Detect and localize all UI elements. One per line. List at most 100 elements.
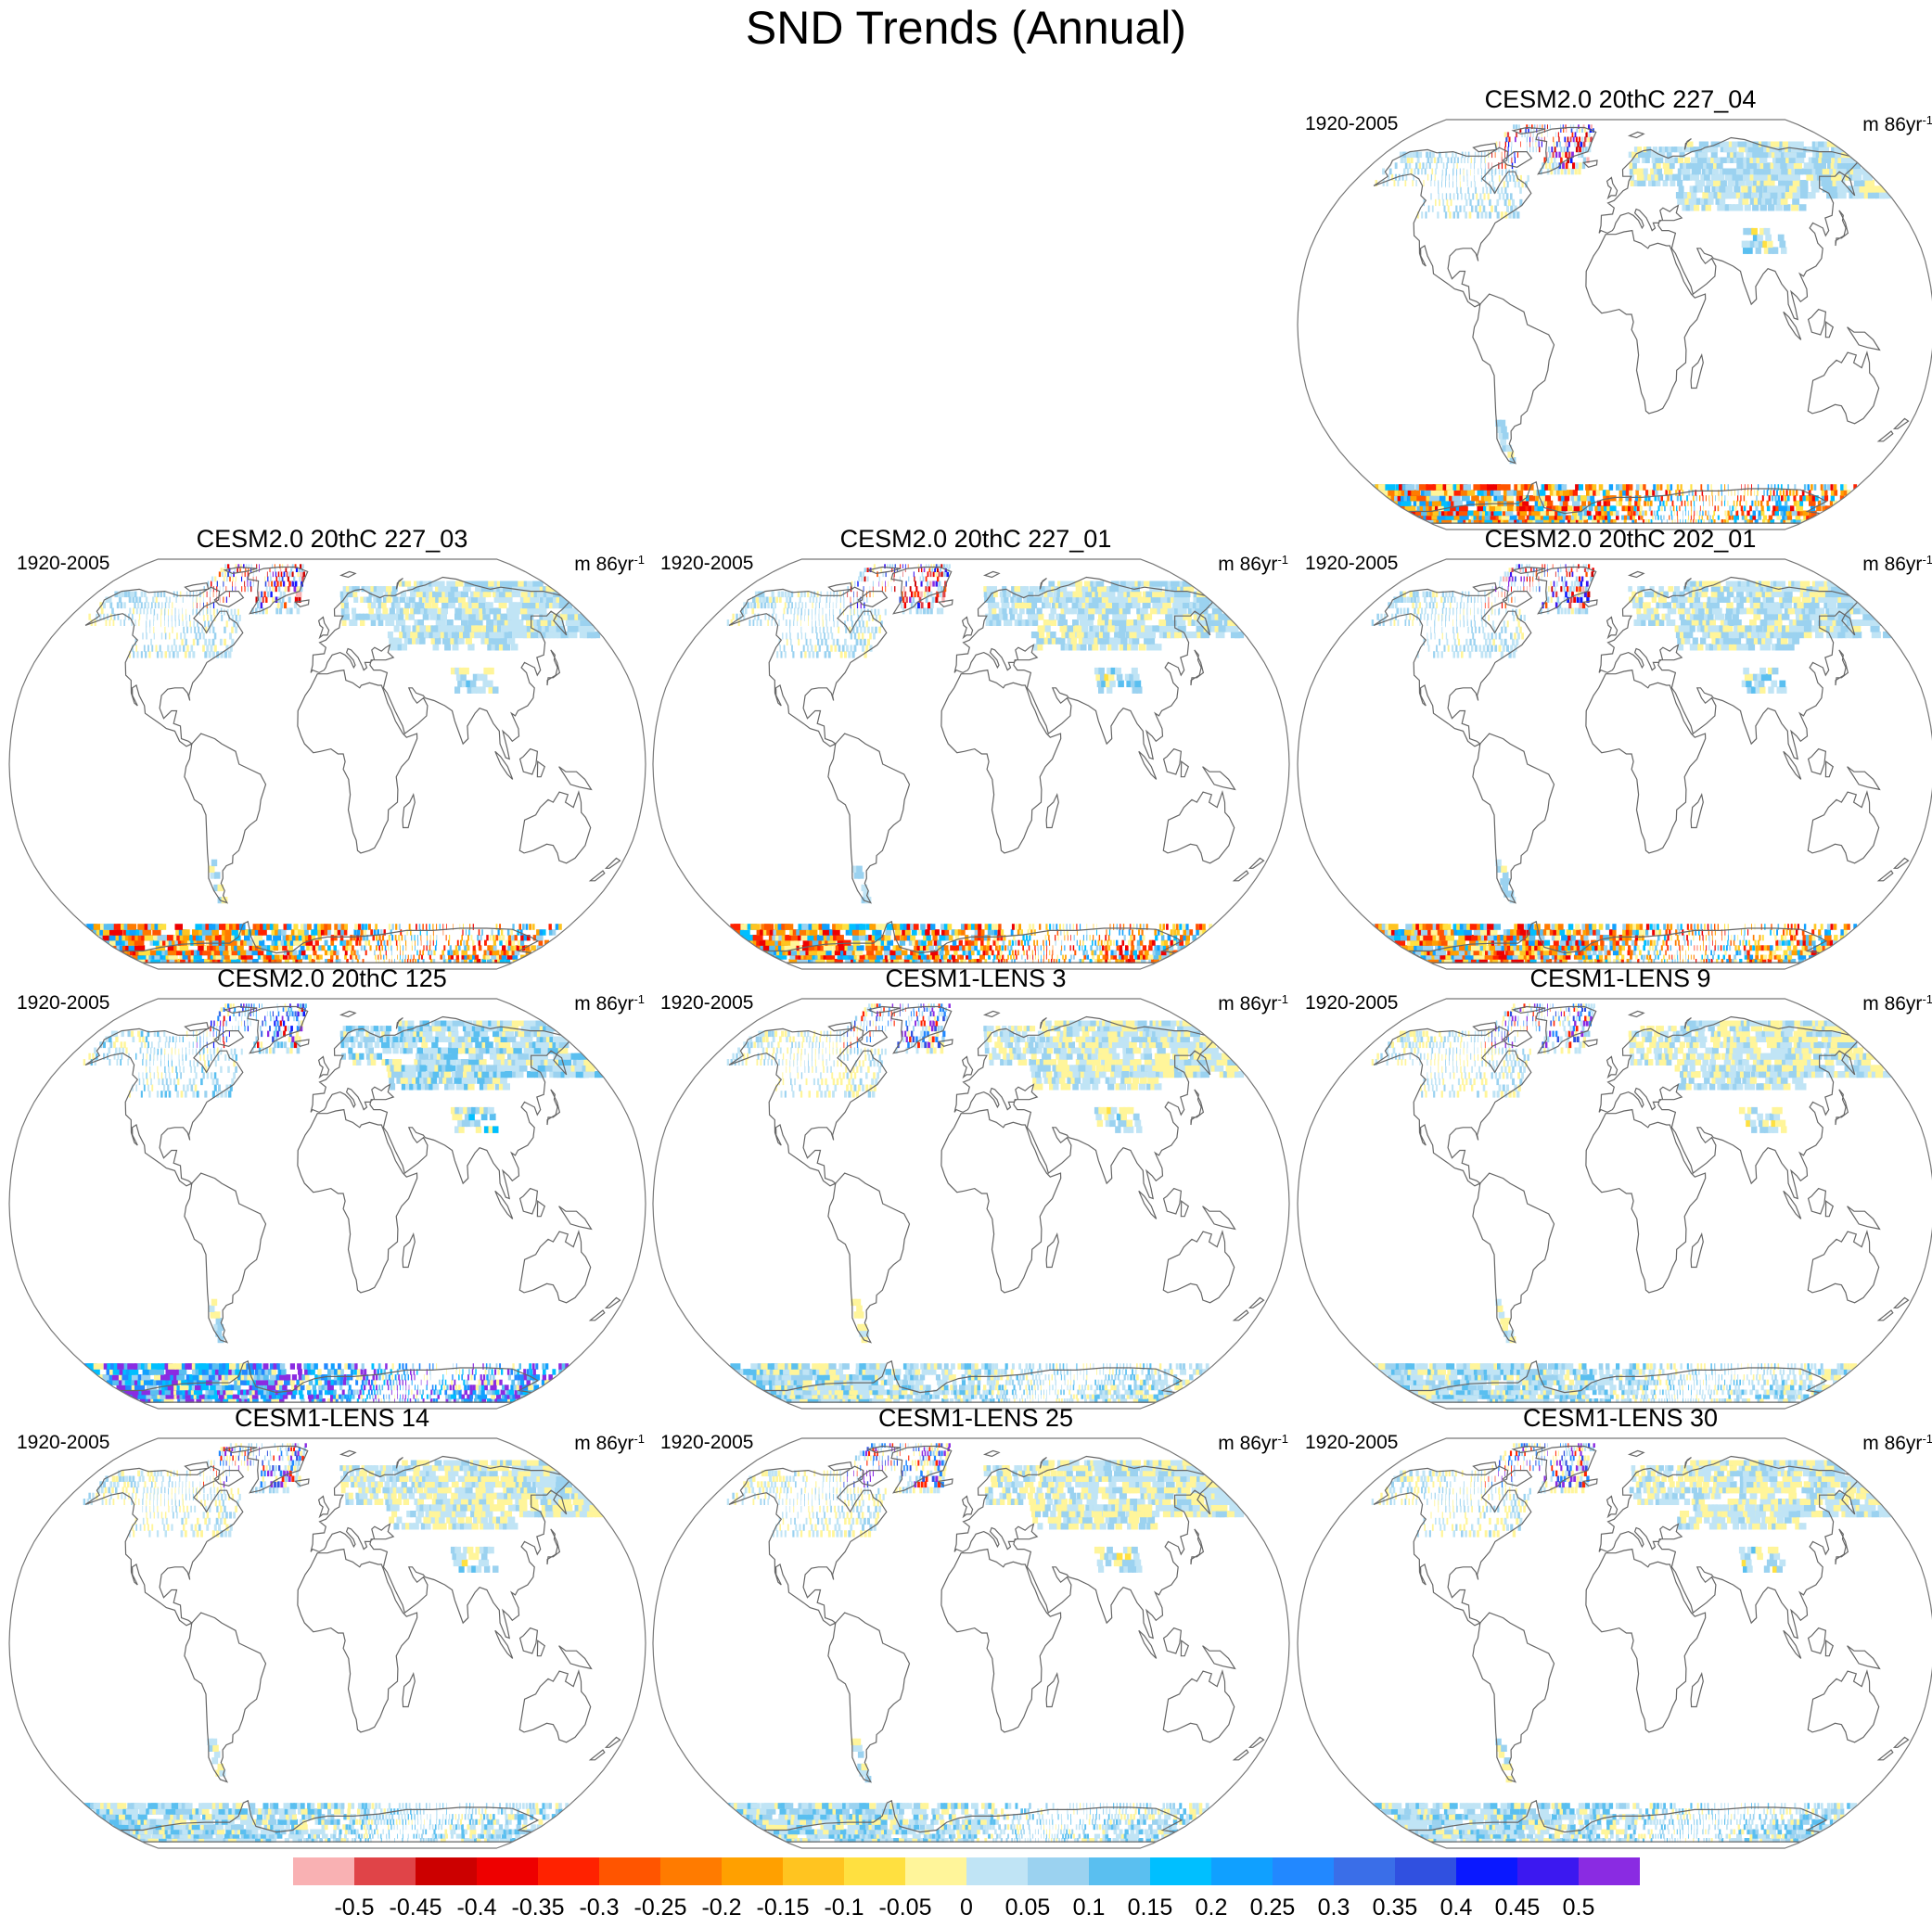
trend-cell bbox=[1118, 680, 1124, 688]
trend-cell bbox=[425, 632, 432, 639]
trend-cell bbox=[1632, 515, 1635, 520]
trend-cell bbox=[498, 591, 508, 598]
trend-cell bbox=[1661, 147, 1668, 153]
trend-cell bbox=[386, 954, 388, 960]
trend-cell bbox=[1676, 484, 1680, 491]
trend-cell bbox=[226, 576, 228, 582]
trend-cell bbox=[1098, 602, 1107, 609]
trend-cell bbox=[1642, 510, 1644, 517]
trend-cell bbox=[1180, 591, 1191, 598]
trend-cell bbox=[185, 950, 195, 956]
trend-cell bbox=[432, 959, 436, 964]
trend-cell bbox=[400, 591, 407, 598]
trend-cell bbox=[1080, 632, 1087, 639]
trend-cell bbox=[1823, 173, 1834, 181]
trend-cell bbox=[1767, 204, 1775, 211]
trend-cell bbox=[1717, 204, 1723, 211]
trend-cell bbox=[1015, 602, 1020, 609]
trend-cell bbox=[1656, 510, 1658, 517]
trend-cell bbox=[1466, 490, 1476, 496]
trend-cell bbox=[1577, 495, 1582, 502]
trend-cell bbox=[168, 620, 169, 628]
trend-cell bbox=[1069, 954, 1072, 960]
trend-cell bbox=[1586, 157, 1590, 163]
trend-cell bbox=[1061, 632, 1068, 639]
trend-cell bbox=[1824, 490, 1828, 496]
trend-cell bbox=[1173, 596, 1184, 603]
trend-cell bbox=[1107, 667, 1113, 675]
trend-cell bbox=[469, 680, 477, 688]
trend-cell bbox=[1096, 959, 1101, 964]
trend-cell bbox=[951, 929, 956, 936]
trend-cell bbox=[1185, 935, 1190, 941]
trend-cell bbox=[1609, 510, 1614, 517]
trend-cell bbox=[945, 564, 948, 568]
trend-cell bbox=[760, 602, 763, 609]
trend-cell bbox=[739, 929, 750, 936]
trend-cell bbox=[548, 929, 553, 936]
trend-cell bbox=[1561, 495, 1567, 502]
trend-cell bbox=[1471, 495, 1479, 502]
trend-cell bbox=[901, 602, 903, 609]
trend-cell bbox=[1495, 419, 1502, 428]
trend-cell bbox=[847, 591, 849, 598]
trend-cell bbox=[1070, 637, 1078, 644]
trend-cell bbox=[1024, 602, 1030, 609]
trend-cell bbox=[160, 935, 170, 941]
trend-cell bbox=[501, 929, 504, 936]
trend-cell bbox=[522, 924, 525, 930]
trend-cell bbox=[1616, 484, 1620, 491]
trend-cell bbox=[1417, 168, 1420, 175]
trend-cell bbox=[1648, 180, 1654, 186]
trend-cell bbox=[228, 568, 231, 572]
trend-cell bbox=[192, 638, 196, 646]
trend-cell bbox=[378, 945, 380, 951]
trend-cell bbox=[453, 959, 457, 964]
trend-cell bbox=[1544, 495, 1551, 502]
map-panel: CESM2.0 20thC 227_03 1920-2005 m 86yr-1 bbox=[7, 525, 657, 973]
trend-cell bbox=[1786, 505, 1792, 512]
trend-cell bbox=[1530, 128, 1532, 133]
trend-cell bbox=[925, 929, 930, 936]
trend-cell bbox=[933, 959, 939, 964]
trend-cell bbox=[1501, 186, 1503, 194]
trend-cell bbox=[1519, 505, 1527, 512]
trend-cell bbox=[1567, 157, 1569, 163]
trend-cell bbox=[1578, 519, 1583, 524]
trend-cell bbox=[349, 586, 353, 593]
trend-cell bbox=[1777, 484, 1780, 491]
trend-cell bbox=[1593, 490, 1597, 496]
trend-cell bbox=[1180, 935, 1184, 941]
trend-cell bbox=[359, 935, 363, 941]
trend-cell bbox=[1543, 500, 1551, 506]
trend-cell bbox=[1160, 935, 1165, 941]
trend-cell bbox=[154, 954, 165, 960]
trend-cell bbox=[173, 651, 175, 658]
trend-cell bbox=[786, 619, 787, 626]
trend-cell bbox=[1498, 168, 1501, 175]
trend-cell bbox=[853, 591, 854, 598]
trend-cell bbox=[1136, 945, 1141, 951]
trend-cell bbox=[471, 602, 480, 609]
trend-cell bbox=[1797, 510, 1803, 517]
trend-cell bbox=[293, 586, 297, 593]
trend-cell bbox=[539, 935, 544, 941]
trend-cell bbox=[1159, 945, 1165, 951]
trend-cell bbox=[1075, 581, 1082, 587]
trend-cell bbox=[1095, 945, 1099, 951]
trend-cell bbox=[1014, 586, 1019, 593]
trend-cell bbox=[282, 935, 288, 941]
trend-cell bbox=[360, 596, 365, 603]
trend-cell bbox=[1022, 935, 1025, 941]
trend-cell bbox=[1589, 490, 1594, 496]
trend-cell bbox=[1064, 644, 1071, 651]
trend-cell bbox=[1787, 484, 1789, 491]
trend-cell bbox=[1578, 484, 1583, 491]
trend-cell bbox=[938, 581, 941, 587]
trend-cell bbox=[1738, 198, 1746, 205]
trend-cell bbox=[997, 959, 1001, 964]
trend-cell bbox=[1150, 644, 1158, 651]
trend-cell bbox=[419, 637, 426, 644]
trend-cell bbox=[1105, 945, 1107, 951]
trend-cell bbox=[1036, 607, 1043, 615]
